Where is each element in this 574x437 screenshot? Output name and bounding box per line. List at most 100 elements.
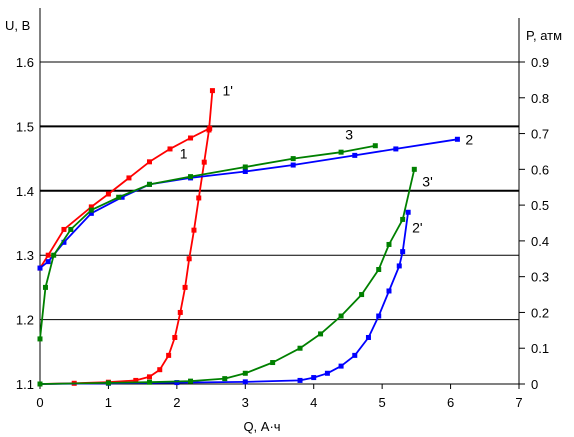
- left-tick-label: 1.1: [16, 377, 34, 392]
- data-point: [324, 370, 330, 376]
- x-axis-title: Q, А·ч: [243, 419, 280, 434]
- data-point: [222, 376, 228, 382]
- data-point: [61, 239, 67, 245]
- series-layer: [37, 88, 460, 387]
- axes: [39, 8, 525, 389]
- data-point: [338, 313, 344, 319]
- data-point: [297, 345, 303, 351]
- data-point: [157, 367, 163, 373]
- series-label: 2: [465, 131, 473, 147]
- data-point: [352, 152, 358, 158]
- data-point: [206, 127, 212, 133]
- x-tick-label: 1: [105, 395, 112, 410]
- data-point: [116, 194, 122, 200]
- data-point: [209, 88, 215, 94]
- left-tick-label: 1.2: [16, 313, 34, 328]
- right-tick-label: 0.2: [531, 305, 549, 320]
- data-point: [338, 363, 344, 369]
- data-point: [290, 156, 296, 162]
- data-point: [61, 226, 67, 232]
- data-point: [396, 263, 402, 269]
- data-point: [45, 252, 51, 258]
- data-point: [352, 352, 358, 358]
- data-point: [37, 381, 43, 387]
- data-point: [105, 380, 111, 386]
- data-point: [376, 313, 382, 319]
- series-line-1p: [39, 90, 214, 385]
- data-point: [242, 370, 248, 376]
- right-tick-label: 0.7: [531, 127, 549, 142]
- data-point: [37, 336, 43, 342]
- x-tick-label: 3: [242, 395, 249, 410]
- right-tick-label: 0.9: [531, 55, 549, 70]
- data-point: [146, 379, 152, 385]
- data-point: [359, 292, 365, 298]
- data-point: [177, 309, 183, 315]
- data-point: [42, 284, 48, 290]
- left-tick-label: 1.5: [16, 119, 34, 134]
- data-point: [37, 265, 43, 271]
- right-tick-label: 0.3: [531, 270, 549, 285]
- data-point: [386, 288, 392, 294]
- data-point: [186, 256, 192, 262]
- right-tick-label: 0.4: [531, 234, 549, 249]
- x-tick-label: 0: [36, 395, 43, 410]
- data-point: [45, 259, 51, 265]
- data-point: [290, 162, 296, 168]
- data-point: [146, 374, 152, 380]
- data-point: [201, 159, 207, 165]
- data-point: [188, 135, 194, 141]
- data-point: [242, 164, 248, 170]
- x-tick-label: 6: [447, 395, 454, 410]
- data-point: [188, 174, 194, 180]
- series-line-2: [39, 138, 458, 269]
- data-point: [133, 377, 139, 383]
- data-point: [105, 191, 111, 197]
- series-line-1: [39, 127, 211, 269]
- left-tick-labels: 1.1 1.2 1.3 1.4 1.5 1.6: [16, 55, 34, 392]
- data-point: [88, 207, 94, 213]
- series-label: 2': [412, 219, 422, 235]
- data-point: [242, 168, 248, 174]
- x-tick-label: 4: [310, 395, 317, 410]
- x-tick-label: 7: [515, 395, 522, 410]
- data-point: [191, 227, 197, 233]
- data-point: [68, 226, 74, 232]
- series-labels: 1 1' 2 2' 3 3': [180, 83, 474, 236]
- data-point: [51, 252, 57, 258]
- data-point: [393, 146, 399, 152]
- right-tick-label: 0.5: [531, 198, 549, 213]
- data-point: [411, 166, 417, 172]
- data-point: [365, 334, 371, 340]
- series-label: 1': [222, 83, 232, 99]
- data-point: [270, 360, 276, 366]
- data-point: [400, 249, 406, 255]
- series-label: 3: [345, 127, 353, 143]
- right-tick-label: 0.8: [531, 91, 549, 106]
- data-point: [146, 159, 152, 165]
- right-tick-label: 0.6: [531, 162, 549, 177]
- data-point: [338, 149, 344, 155]
- left-axis-title: U, В: [5, 18, 30, 33]
- data-point: [311, 375, 317, 381]
- data-point: [297, 377, 303, 383]
- data-point: [172, 334, 178, 340]
- data-point: [454, 136, 460, 142]
- series-label: 1: [180, 145, 188, 161]
- data-point: [242, 379, 248, 385]
- x-tick-labels: 0 1 2 3 4 5 6 7: [36, 395, 522, 410]
- data-point: [386, 241, 392, 247]
- data-point: [174, 380, 180, 386]
- data-point: [196, 195, 202, 201]
- data-point: [405, 209, 411, 215]
- data-point: [182, 284, 188, 290]
- left-tick-label: 1.6: [16, 55, 34, 70]
- data-point: [400, 216, 406, 222]
- data-point: [318, 331, 324, 337]
- series-label: 3': [422, 173, 432, 189]
- data-point: [126, 175, 132, 181]
- data-point: [372, 143, 378, 149]
- data-point: [167, 146, 173, 152]
- x-tick-label: 2: [173, 395, 180, 410]
